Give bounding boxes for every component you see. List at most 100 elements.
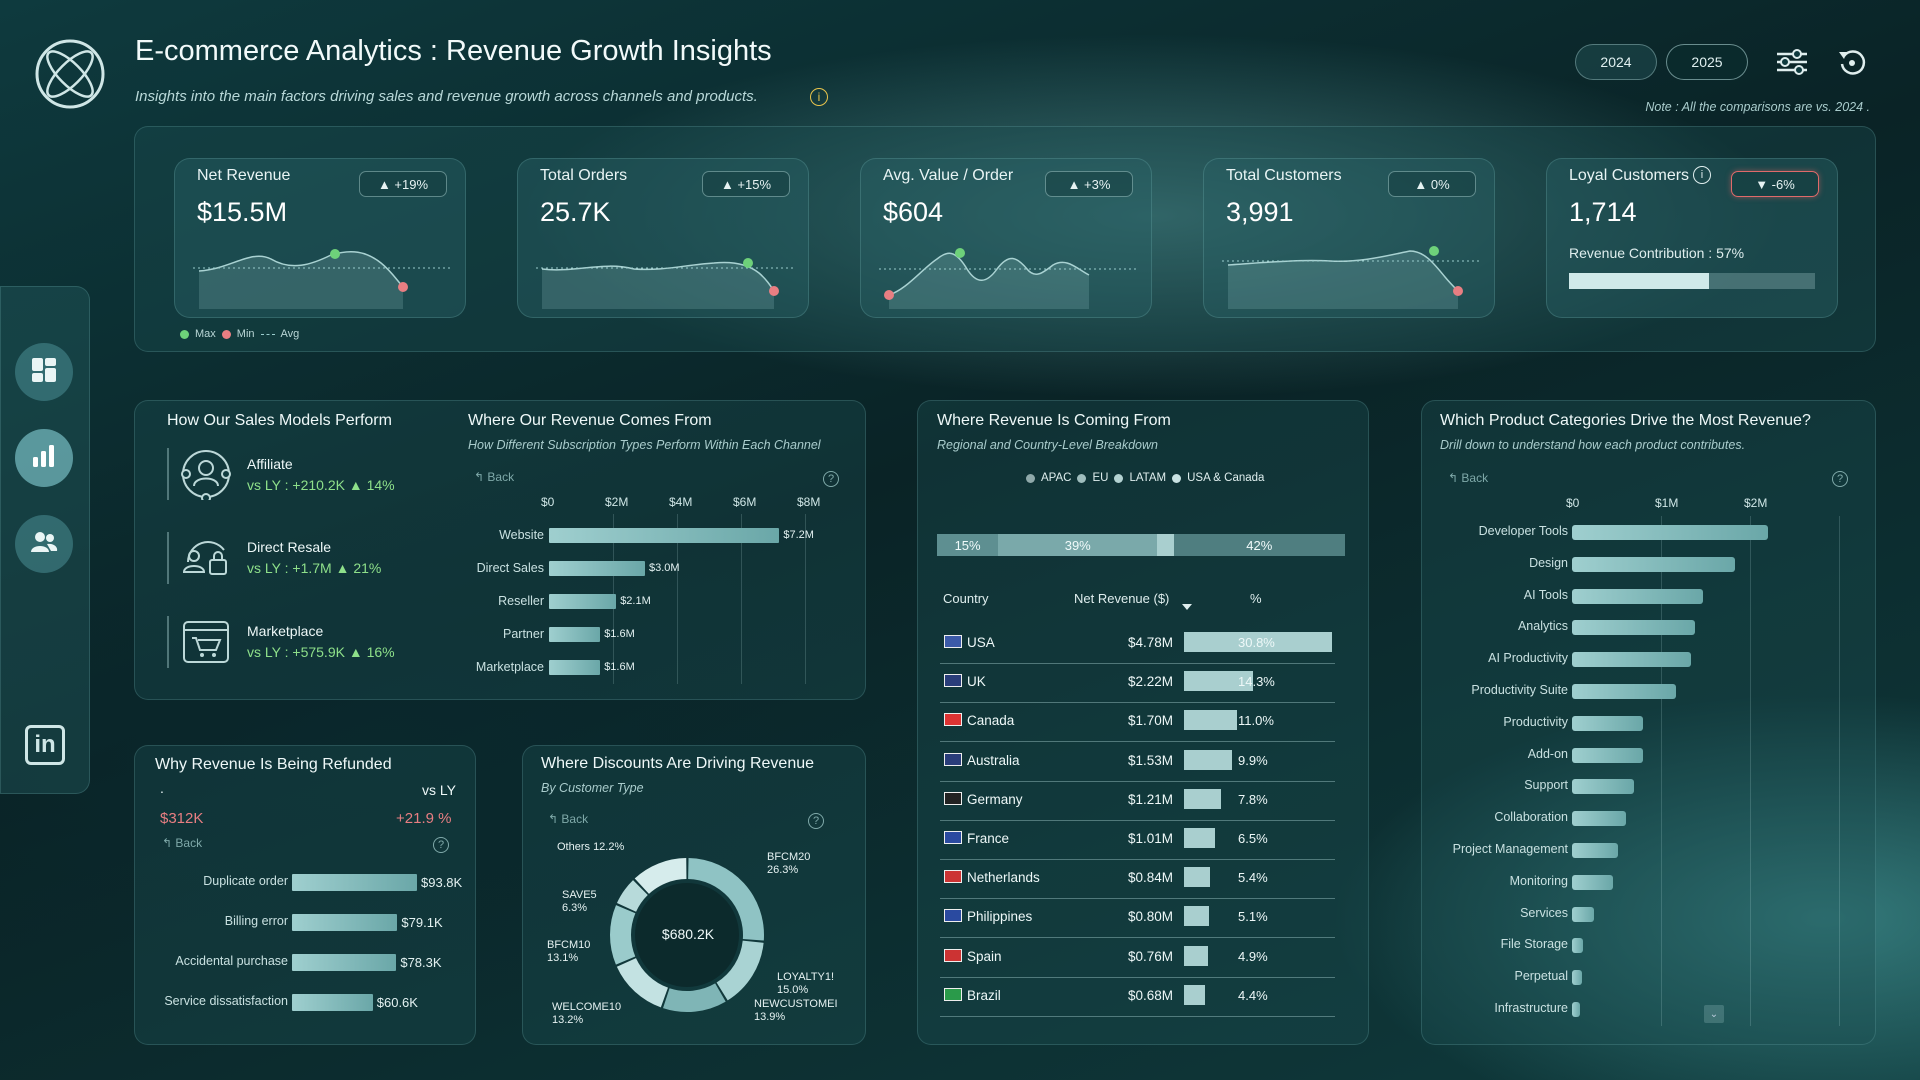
- refunds-help-icon[interactable]: ?: [433, 837, 449, 853]
- x-tick-label: $8M: [797, 495, 821, 509]
- refund-bar: [292, 994, 373, 1011]
- bar-value: $1.6M: [604, 628, 635, 640]
- sort-down-icon[interactable]: [1182, 604, 1192, 610]
- kpi-change-badge: ▲ +15%: [702, 171, 790, 197]
- country-revenue: $0.76M: [1127, 948, 1173, 964]
- revenue-source-back-button[interactable]: ↰ Back: [474, 470, 515, 484]
- donut-slice-newcustomer[interactable]: [663, 983, 726, 1012]
- flag-icon: [944, 987, 962, 1001]
- donut-slice-loyalty15[interactable]: [716, 940, 764, 1001]
- legend-apac[interactable]: APAC: [1041, 472, 1072, 484]
- logo: [34, 38, 106, 110]
- flag-icon: [944, 752, 962, 766]
- sparkline: [536, 258, 794, 309]
- country-name: Netherlands: [967, 870, 1040, 886]
- country-pct: 6.5%: [1238, 831, 1268, 846]
- revenue-source-help-icon[interactable]: ?: [823, 471, 839, 487]
- donut-slice-save5[interactable]: [616, 880, 648, 912]
- refund-label: Service dissatisfaction: [164, 994, 288, 1008]
- region-segment[interactable]: 42%: [1173, 534, 1345, 556]
- year-2024-button[interactable]: 2024: [1575, 44, 1657, 80]
- donut-slice-bfcm20[interactable]: [688, 858, 764, 941]
- x-tick-label: $2M: [1744, 496, 1768, 510]
- users-icon: [30, 530, 58, 559]
- donut-slice-others[interactable]: [634, 858, 687, 894]
- refund-bar: [292, 954, 397, 971]
- table-row: [940, 899, 1335, 939]
- refund-value: $93.8K: [421, 875, 463, 890]
- bar: [549, 627, 601, 642]
- pct-bar: [1184, 906, 1209, 927]
- kpi-container: [134, 126, 1876, 352]
- nav-dashboard-button[interactable]: [15, 343, 73, 401]
- category-label: Analytics: [1517, 619, 1568, 634]
- x-tick-label: $4M: [669, 495, 693, 509]
- filter-sliders-icon[interactable]: [1775, 48, 1809, 76]
- sidebar: in: [0, 286, 90, 794]
- discounts-back-button[interactable]: ↰ Back: [548, 812, 589, 826]
- x-tick-label: $1M: [1655, 496, 1679, 510]
- country-pct: 30.8%: [1238, 635, 1275, 650]
- country-pct: 7.8%: [1238, 791, 1268, 807]
- category-label: Infrastructure: [1494, 1001, 1568, 1015]
- bar: [549, 594, 617, 609]
- sales-model-delta: vs LY : +210.2K ▲ 14%: [247, 477, 395, 493]
- kpi-value: 25.7K: [540, 197, 611, 227]
- year-2025-button[interactable]: 2025: [1666, 44, 1748, 80]
- categories-help-icon[interactable]: ?: [1832, 471, 1848, 487]
- table-row: [940, 821, 1335, 860]
- col-country: Country: [943, 591, 989, 606]
- nav-customers-button[interactable]: [15, 515, 73, 573]
- donut-slice-bfcm10[interactable]: [610, 905, 636, 965]
- category-label: Project Management: [1452, 842, 1568, 856]
- regions-legend: APAC EU LATAM USA & Canada: [1026, 472, 1264, 484]
- categories-back-button[interactable]: ↰ Back: [1448, 471, 1489, 485]
- kpi-loyal-customers: Loyal Customers i 1,714 ▼ -6% Revenue Co…: [1546, 158, 1838, 318]
- bar-chart-icon: [31, 443, 57, 474]
- col-net-revenue[interactable]: Net Revenue ($): [1074, 591, 1170, 606]
- legend-usa-canada[interactable]: USA & Canada: [1187, 472, 1265, 484]
- sales-model-name: Affiliate: [247, 456, 293, 472]
- linkedin-icon[interactable]: in: [25, 725, 65, 765]
- bar-label: Direct Sales: [476, 561, 544, 575]
- dashboard-icon: [31, 357, 57, 388]
- loyal-info-icon[interactable]: i: [1693, 166, 1711, 184]
- region-segment[interactable]: 15%: [937, 534, 999, 556]
- region-segment[interactable]: 39%: [998, 534, 1158, 556]
- scroll-down-icon[interactable]: ⌄: [1704, 1005, 1724, 1023]
- refunds-back-button[interactable]: ↰ Back: [162, 836, 203, 850]
- sparkline: [879, 248, 1137, 309]
- category-label: Services: [1520, 905, 1568, 920]
- donut-label: BFCM20: [767, 851, 810, 863]
- country-revenue: $2.22M: [1127, 674, 1173, 690]
- category-label: Developer Tools: [1478, 524, 1568, 538]
- sparkline-legend: Max Min Avg: [180, 328, 299, 340]
- donut-pct: 13.9%: [754, 1011, 785, 1023]
- contribution-fill: [1569, 273, 1710, 289]
- affiliate-icon: [180, 448, 232, 505]
- kpi-label: Net Revenue: [197, 167, 291, 184]
- country-revenue: $1.53M: [1127, 752, 1173, 768]
- refund-value: $78.3K: [400, 955, 442, 970]
- info-icon[interactable]: i: [810, 88, 828, 106]
- legend-latam[interactable]: LATAM: [1129, 472, 1167, 484]
- sales-models-title: How Our Sales Models Perform: [167, 412, 392, 429]
- category-label: Design: [1529, 555, 1568, 570]
- region-segment[interactable]: [1157, 534, 1174, 556]
- donut-slice-welcome10[interactable]: [616, 958, 668, 1008]
- table-row: [940, 664, 1335, 704]
- category-bar: [1572, 684, 1677, 699]
- legend-dot: [1172, 474, 1182, 483]
- bar-value: $2.1M: [620, 595, 651, 607]
- legend-eu[interactable]: EU: [1092, 472, 1109, 484]
- sales-model-delta: vs LY : +1.7M ▲ 21%: [247, 560, 382, 576]
- discounts-help-icon[interactable]: ?: [808, 813, 824, 829]
- reset-icon[interactable]: [1836, 46, 1868, 78]
- category-label: Monitoring: [1509, 873, 1568, 888]
- nav-analytics-button[interactable]: [15, 429, 73, 487]
- kpi-change-badge: ▲ 0%: [1388, 171, 1476, 197]
- country-revenue: $1.21M: [1127, 791, 1173, 807]
- refunds-change: +21.9 %: [396, 810, 452, 827]
- pct-bar: [1184, 984, 1206, 1005]
- donut-pct: 15.0%: [777, 984, 808, 996]
